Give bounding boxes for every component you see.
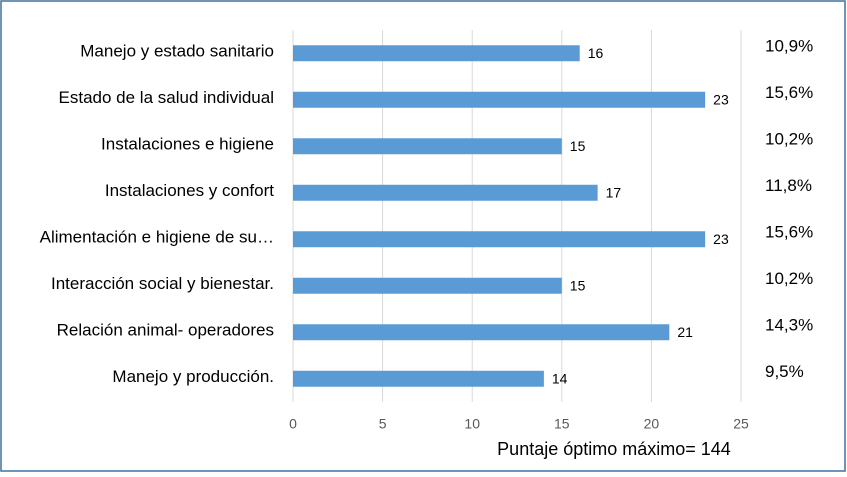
percent-label: 10,9% <box>765 37 813 56</box>
y-tick-label: Manejo y estado sanitario <box>80 42 274 61</box>
x-tick-label: 25 <box>733 416 749 432</box>
bar <box>293 45 580 62</box>
percent-label: 9,5% <box>765 362 804 381</box>
bar <box>293 91 706 108</box>
data-label: 21 <box>677 324 693 340</box>
x-axis-title: Puntaje óptimo máximo= 144 <box>497 439 731 459</box>
data-label: 23 <box>713 91 729 107</box>
x-tick-label: 0 <box>289 416 297 432</box>
data-label: 16 <box>588 45 604 61</box>
y-tick-label: Manejo y producción. <box>112 367 274 386</box>
bar <box>293 138 562 155</box>
percent-label: 15,6% <box>765 83 813 102</box>
bar <box>293 231 706 248</box>
bar <box>293 184 598 201</box>
x-tick-label: 5 <box>379 416 387 432</box>
y-tick-label: Instalaciones y confort <box>105 181 274 200</box>
data-label: 15 <box>570 138 586 154</box>
data-label: 17 <box>606 184 622 200</box>
x-tick-label: 20 <box>644 416 660 432</box>
y-tick-label: Interacción social y bienestar. <box>51 274 274 293</box>
data-label: 15 <box>570 277 586 293</box>
data-label: 23 <box>713 231 729 247</box>
percent-label: 15,6% <box>765 223 813 242</box>
data-label: 14 <box>552 370 568 386</box>
percent-label: 10,2% <box>765 269 813 288</box>
y-tick-label: Instalaciones e higiene <box>101 135 274 154</box>
bar <box>293 370 544 387</box>
x-tick-label: 10 <box>464 416 480 432</box>
y-tick-label: Relación animal- operadores <box>57 321 274 340</box>
percent-label: 11,8% <box>765 176 812 195</box>
percent-label: 10,2% <box>765 130 813 149</box>
y-tick-label: Estado de la salud individual <box>59 88 274 107</box>
x-tick-label: 15 <box>554 416 570 432</box>
bar <box>293 324 670 341</box>
percent-label: 14,3% <box>765 316 813 335</box>
y-tick-label: Alimentación e higiene de su… <box>40 228 274 247</box>
bar <box>293 277 562 294</box>
